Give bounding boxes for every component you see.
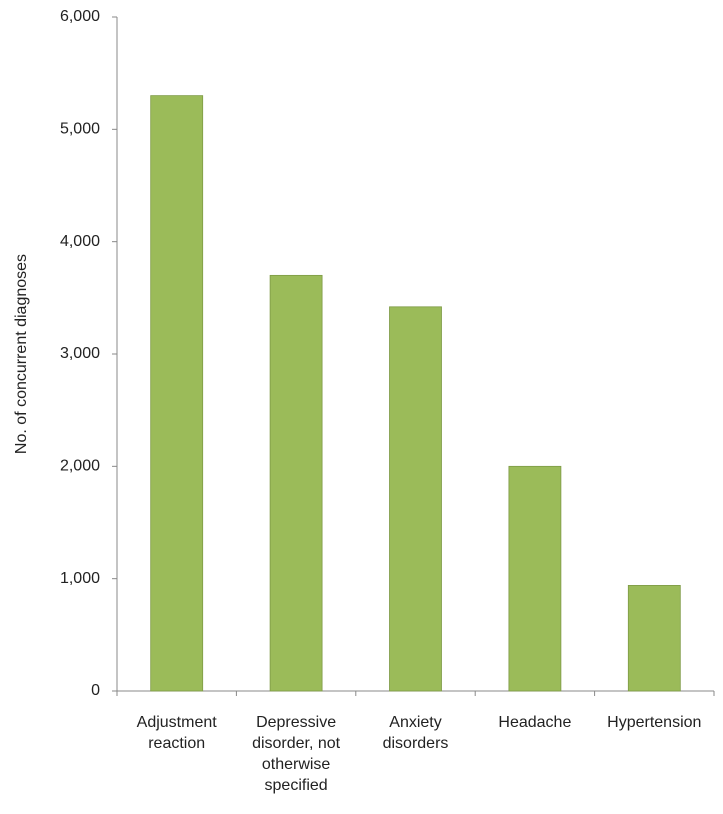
x-tick-label: Adjustment reaction xyxy=(136,714,217,752)
y-tick-label: 6,000 xyxy=(60,8,100,25)
y-axis-label: No. of concurrent diagnoses xyxy=(13,254,30,454)
bar xyxy=(508,465,562,692)
x-tick-label: Anxiety disorders xyxy=(382,714,449,752)
x-tick-label: Headache xyxy=(498,714,572,731)
bar xyxy=(389,306,442,692)
y-tick-label: 1,000 xyxy=(60,570,100,587)
y-tick-label: 0 xyxy=(91,682,100,699)
y-tick-label: 5,000 xyxy=(60,121,100,138)
bar xyxy=(627,585,681,692)
y-tick-label: 3,000 xyxy=(60,345,100,362)
y-tick-label: 4,000 xyxy=(60,233,100,250)
x-tick-label: Hypertension xyxy=(607,714,702,731)
y-tick-label: 2,000 xyxy=(60,458,100,475)
bar xyxy=(150,95,204,692)
x-tick-label: Depressive disorder, not otherwise speci… xyxy=(252,714,341,794)
bar xyxy=(269,274,323,692)
